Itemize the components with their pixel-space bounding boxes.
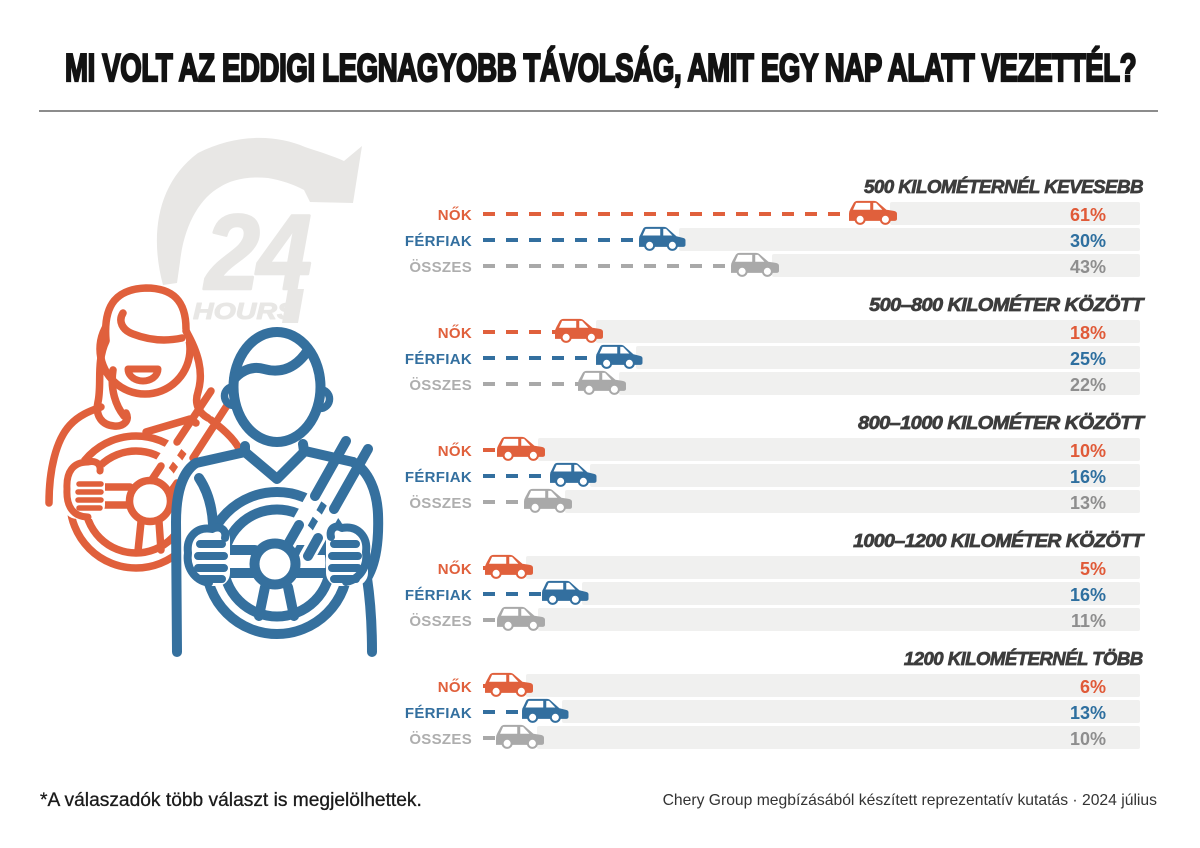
- svg-text:24: 24: [203, 192, 310, 312]
- svg-text:HOURS: HOURS: [193, 298, 296, 324]
